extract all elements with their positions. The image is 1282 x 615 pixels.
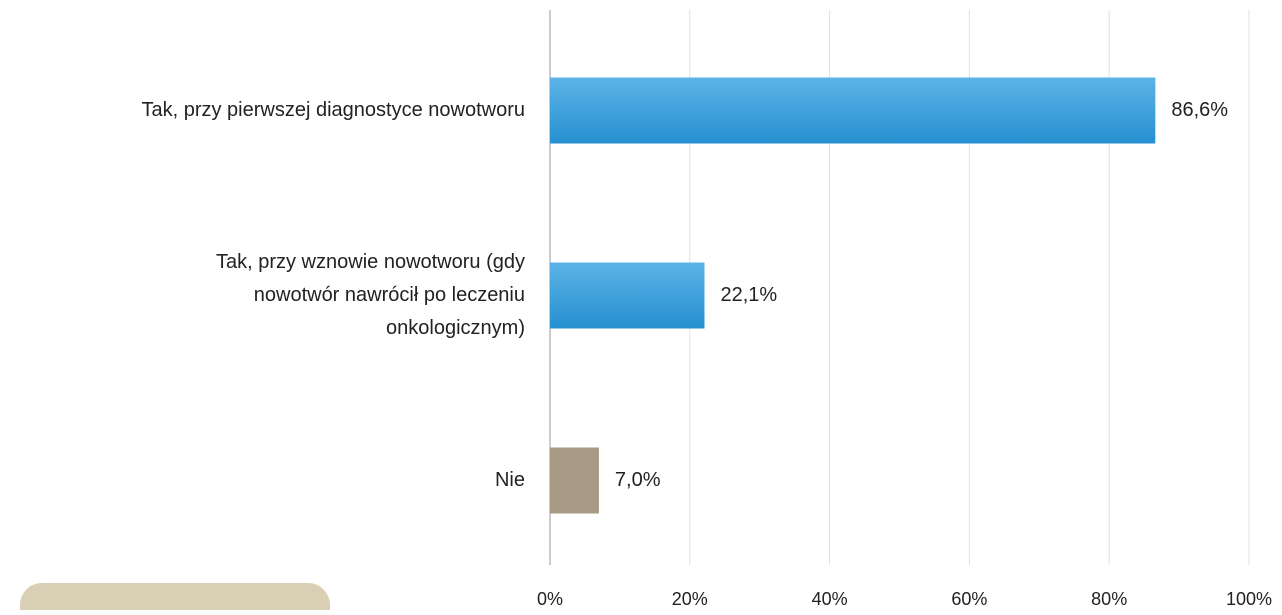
bar bbox=[550, 447, 599, 514]
x-tick-label: 80% bbox=[1091, 589, 1127, 609]
photo-thumbnail bbox=[20, 583, 330, 615]
category-label: Tak, przy wznowie nowotworu (gdy bbox=[216, 251, 525, 273]
x-tick-label: 40% bbox=[812, 589, 848, 609]
x-tick-label: 60% bbox=[951, 589, 987, 609]
category-label: nowotwór nawrócił po leczeniu bbox=[254, 284, 525, 306]
category-label: Tak, przy pierwszej diagnostyce nowotwor… bbox=[141, 99, 525, 121]
value-label: 86,6% bbox=[1171, 99, 1228, 121]
x-tick-label: 0% bbox=[537, 589, 563, 609]
value-label: 22,1% bbox=[720, 284, 777, 306]
category-label: Nie bbox=[495, 469, 525, 491]
category-label: onkologicznym) bbox=[386, 317, 525, 339]
x-tick-label: 20% bbox=[672, 589, 708, 609]
bar bbox=[550, 77, 1156, 144]
x-tick-label: 100% bbox=[1226, 589, 1272, 609]
bar bbox=[550, 262, 705, 329]
value-label: 7,0% bbox=[615, 469, 661, 491]
